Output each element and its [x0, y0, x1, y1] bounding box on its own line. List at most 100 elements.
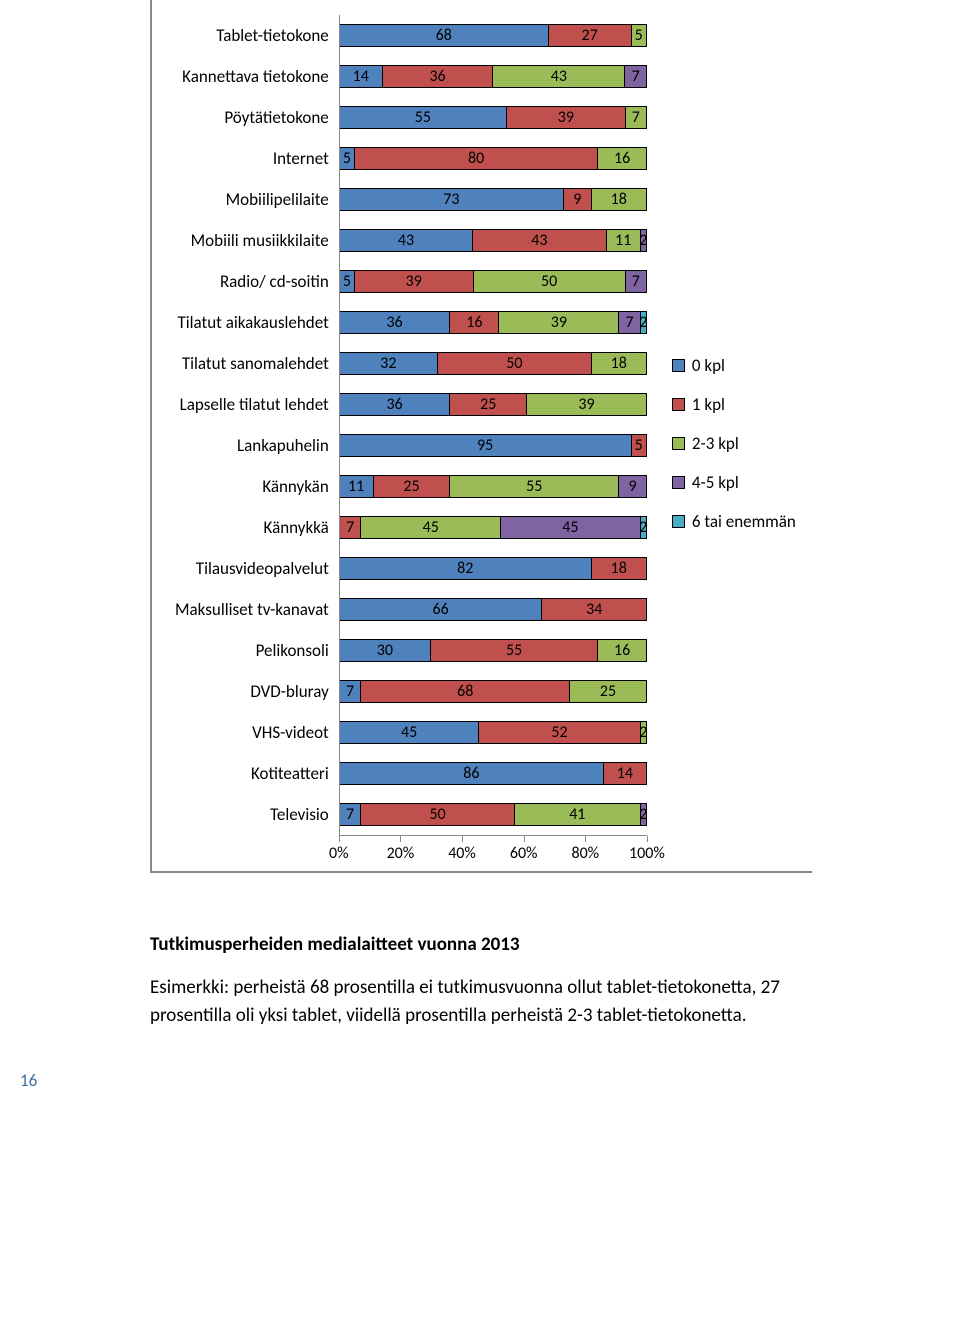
category-label: Televisio: [152, 794, 339, 835]
bars-column: 6827514364375539758016739184343112539507…: [339, 15, 647, 871]
bar-segment: 50: [474, 271, 626, 292]
bar-segment: 45: [361, 517, 501, 538]
bar-segment: 55: [450, 476, 619, 497]
legend-swatch: [672, 398, 685, 411]
legend-label: 1 kpl: [692, 394, 725, 415]
bar-row: 8218: [339, 548, 647, 589]
bar-segment: 16: [450, 312, 499, 333]
legend-swatch: [672, 476, 685, 489]
chart-body: Tablet-tietokoneKannettava tietokonePöyt…: [152, 15, 812, 871]
bar-segment: 11: [607, 230, 641, 251]
x-axis: 0%20%40%60%80%100%: [339, 835, 647, 871]
legend-swatch: [672, 515, 685, 528]
bar-segment: 14: [604, 763, 647, 784]
plot-area: 6827514364375539758016739184343112539507…: [339, 15, 647, 835]
x-tick-label: 60%: [510, 844, 538, 863]
bar-segment: 18: [592, 353, 647, 374]
bar-segment: 18: [592, 189, 647, 210]
stacked-bar: 76825: [339, 680, 647, 703]
bar-segment: 9: [619, 476, 647, 497]
x-tick: [524, 836, 525, 842]
bar-row: 325018: [339, 343, 647, 384]
stacked-bar: 1125559: [339, 475, 647, 498]
x-tick: [647, 836, 648, 842]
legend-swatch: [672, 359, 685, 372]
bar-row: 76825: [339, 671, 647, 712]
bar-row: 362539: [339, 384, 647, 425]
category-label: Tilausvideopalvelut: [152, 548, 339, 589]
category-label: Lankapuhelin: [152, 425, 339, 466]
category-label: Tilatut aikakauslehdet: [152, 302, 339, 343]
stacked-bar: 68275: [339, 24, 647, 47]
bar-row: 36163972: [339, 302, 647, 343]
legend-swatch: [672, 437, 685, 450]
bar-segment: 7: [626, 107, 647, 128]
bar-segment: 50: [438, 353, 592, 374]
page: Tablet-tietokoneKannettava tietokonePöyt…: [0, 0, 960, 1109]
stacked-bar: 45522: [339, 721, 647, 744]
bar-segment: 36: [340, 312, 451, 333]
bar-row: 73918: [339, 179, 647, 220]
bar-segment: 39: [507, 107, 626, 128]
stacked-bar: 36163972: [339, 311, 647, 334]
category-label: Tilatut sanomalehdet: [152, 343, 339, 384]
stacked-bar: 73918: [339, 188, 647, 211]
bar-segment: 7: [340, 804, 362, 825]
category-label: Lapselle tilatut lehdet: [152, 384, 339, 425]
legend: 0 kpl1 kpl2-3 kpl4-5 kpl6 tai enemmän: [647, 15, 812, 871]
legend-label: 2-3 kpl: [692, 433, 739, 454]
category-label: VHS-videot: [152, 712, 339, 753]
stacked-bar: 55397: [339, 106, 647, 129]
bar-row: 55397: [339, 97, 647, 138]
bar-segment: 7: [340, 517, 362, 538]
bar-segment: 41: [515, 804, 641, 825]
bar-segment: 55: [340, 107, 507, 128]
category-label: Pöytätietokone: [152, 97, 339, 138]
bar-segment: 36: [383, 66, 494, 87]
category-label: Radio/ cd-soitin: [152, 261, 339, 302]
category-label: Kännykkä: [152, 507, 339, 548]
category-label: Mobiilipelilaite: [152, 179, 339, 220]
bar-segment: 86: [340, 763, 604, 784]
bar-row: 6634: [339, 589, 647, 630]
legend-label: 0 kpl: [692, 355, 725, 376]
legend-item: 6 tai enemmän: [672, 511, 812, 532]
stacked-bar: 325018: [339, 352, 647, 375]
bar-segment: 39: [355, 271, 474, 292]
bar-row: 45522: [339, 712, 647, 753]
stacked-bar: 305516: [339, 639, 647, 662]
stacked-bar: 1436437: [339, 65, 647, 88]
x-tick-label: 40%: [448, 844, 476, 863]
caption: Tutkimusperheiden medialaitteet vuonna 2…: [150, 933, 810, 1029]
category-label: Kännykän: [152, 466, 339, 507]
bar-segment: 66: [340, 599, 543, 620]
bar-row: 1125559: [339, 466, 647, 507]
bar-segment: 30: [340, 640, 431, 661]
bar-segment: 68: [361, 681, 570, 702]
bar-segment: 7: [340, 681, 362, 702]
chart-frame: Tablet-tietokoneKannettava tietokonePöyt…: [150, 0, 812, 873]
bar-segment: 95: [340, 435, 632, 456]
stacked-bar: 6634: [339, 598, 647, 621]
bar-segment: 5: [340, 271, 355, 292]
stacked-bar: 8218: [339, 557, 647, 580]
bar-segment: 52: [479, 722, 640, 743]
stacked-bar: 539507: [339, 270, 647, 293]
bar-segment: 5: [632, 25, 647, 46]
bar-segment: 80: [355, 148, 598, 169]
labels-column: Tablet-tietokoneKannettava tietokonePöyt…: [152, 15, 339, 871]
caption-title: Tutkimusperheiden medialaitteet vuonna 2…: [150, 933, 810, 956]
stacked-bar: 58016: [339, 147, 647, 170]
x-tick-label: 0%: [329, 844, 349, 863]
bar-segment: 73: [340, 189, 564, 210]
category-label: Mobiili musiikkilaite: [152, 220, 339, 261]
y-axis-line: [339, 15, 340, 835]
x-tick-label: 80%: [571, 844, 599, 863]
category-label: Kotiteatteri: [152, 753, 339, 794]
bar-segment: 50: [361, 804, 515, 825]
bar-segment: 25: [570, 681, 647, 702]
x-tick: [462, 836, 463, 842]
bar-segment: 7: [625, 66, 647, 87]
x-tick: [400, 836, 401, 842]
stacked-bar: 750412: [339, 803, 647, 826]
